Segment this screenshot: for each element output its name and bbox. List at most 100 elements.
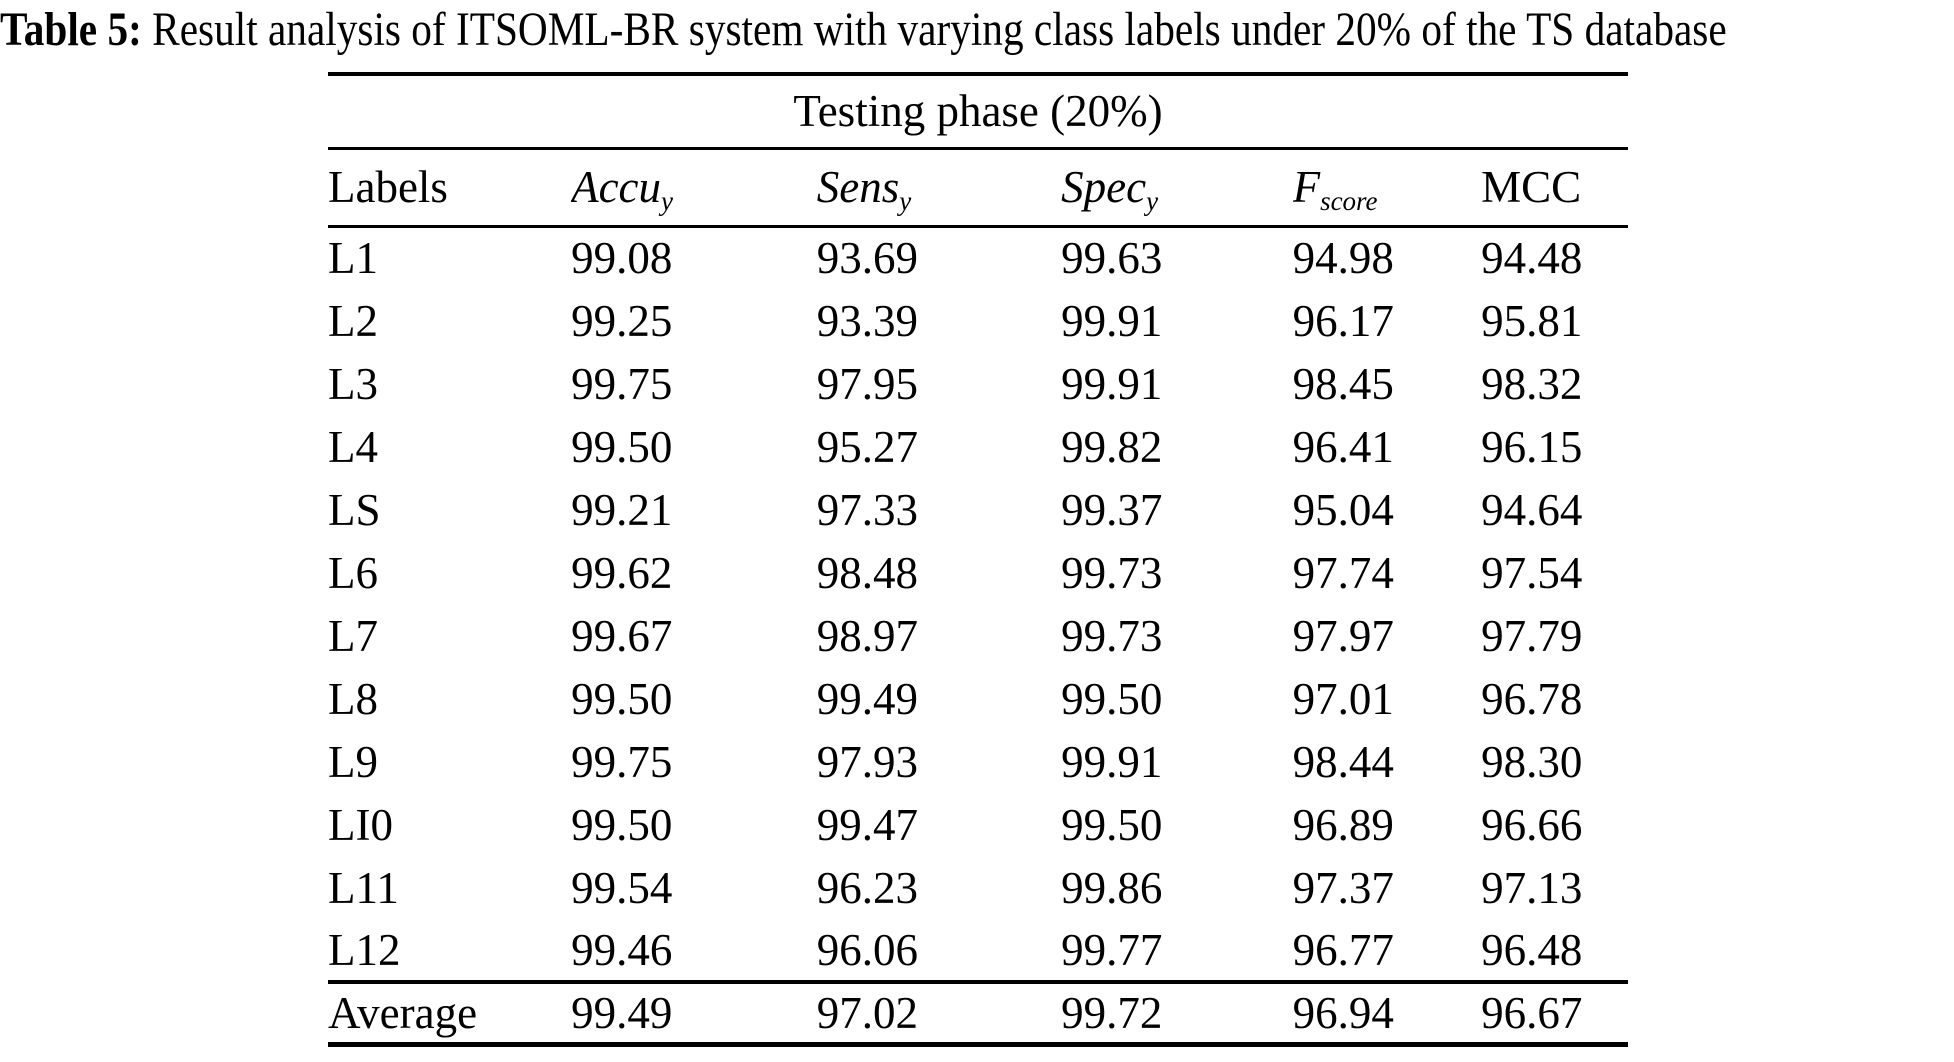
average-row: Average 99.49 97.02 99.72 96.94 96.67 (328, 982, 1628, 1044)
metric-value: 99.91 (1061, 295, 1163, 346)
metric-value: 96.66 (1481, 799, 1583, 850)
average-value: 99.72 (1061, 987, 1163, 1038)
row-label: L9 (328, 736, 378, 787)
row-label: LS (328, 484, 381, 535)
metric-value: 99.49 (816, 673, 919, 724)
metric-value: 97.37 (1292, 862, 1394, 913)
metric-value: 99.50 (571, 421, 673, 472)
column-header-specificity: Specy (1061, 162, 1159, 216)
spanner-row: Testing phase (20%) (328, 74, 1628, 148)
table-row: L2 99.25 93.39 99.91 96.17 95.81 (328, 289, 1628, 352)
metric-value: 99.50 (1061, 799, 1163, 850)
table-row: L7 99.67 98.97 99.73 97.97 97.79 (328, 604, 1628, 667)
column-header-row: Labels Accuy Sensy Specy Fscore MCC (328, 148, 1628, 226)
row-label: L7 (328, 610, 378, 661)
metric-value: 95.27 (816, 421, 919, 472)
metric-value: 99.50 (571, 799, 673, 850)
metric-value: 99.63 (1061, 233, 1163, 284)
metric-value: 99.25 (571, 295, 673, 346)
table-row: L3 99.75 97.95 99.91 98.45 98.32 (328, 352, 1628, 415)
metric-value: 96.77 (1292, 924, 1394, 975)
results-table: Testing phase (20%) Labels Accuy Sensy S… (328, 72, 1628, 1047)
average-value: 96.67 (1481, 987, 1583, 1038)
metric-value: 98.48 (816, 547, 919, 598)
table-row: L9 99.75 97.93 99.91 98.44 98.30 (328, 730, 1628, 793)
metric-value: 94.48 (1481, 233, 1583, 284)
metric-value: 99.75 (571, 736, 673, 787)
table-row: L4 99.50 95.27 99.82 96.41 96.15 (328, 415, 1628, 478)
metric-value: 95.81 (1481, 295, 1583, 346)
metric-value: 99.75 (571, 358, 673, 409)
metric-value: 99.21 (571, 484, 673, 535)
column-header-mcc: MCC (1481, 162, 1582, 212)
column-header-labels: Labels (328, 162, 448, 212)
metric-value: 96.17 (1292, 295, 1394, 346)
metric-value: 94.64 (1481, 484, 1583, 535)
row-label: L6 (328, 547, 378, 598)
metric-value: 96.41 (1292, 421, 1394, 472)
metric-value: 98.45 (1292, 358, 1394, 409)
metric-value: 96.23 (816, 862, 919, 913)
row-label: L3 (328, 358, 378, 409)
row-label: L1 (328, 233, 378, 284)
metric-value: 98.32 (1481, 358, 1583, 409)
metric-value: 99.37 (1061, 484, 1163, 535)
metric-value: 97.79 (1481, 610, 1583, 661)
column-header-sensitivity: Sensy (816, 162, 912, 216)
average-value: 97.02 (816, 987, 919, 1038)
table-caption-text: Result analysis of ITSOML-BR system with… (141, 3, 1727, 56)
metric-value: 96.48 (1481, 924, 1583, 975)
metric-value: 98.44 (1292, 736, 1394, 787)
metric-value: 97.13 (1481, 862, 1583, 913)
metric-value: 97.74 (1292, 547, 1394, 598)
table-caption: Table 5: Result analysis of ITSOML-BR sy… (0, 2, 1727, 57)
metric-value: 99.67 (571, 610, 673, 661)
table-row: L1 99.08 93.69 99.63 94.98 94.48 (328, 226, 1628, 289)
row-label: L12 (328, 924, 401, 975)
metric-value: 94.98 (1292, 233, 1394, 284)
metric-value: 99.50 (571, 673, 673, 724)
metric-value: 97.33 (816, 484, 919, 535)
metric-value: 97.97 (1292, 610, 1394, 661)
table-caption-number: Table 5: (0, 3, 142, 56)
metric-value: 97.95 (816, 358, 919, 409)
metric-value: 99.47 (816, 799, 919, 850)
metric-value: 96.89 (1292, 799, 1394, 850)
metric-value: 99.86 (1061, 862, 1163, 913)
table-row: LS 99.21 97.33 99.37 95.04 94.64 (328, 478, 1628, 541)
row-label: L11 (328, 862, 399, 913)
metric-value: 99.73 (1061, 547, 1163, 598)
metric-value: 97.93 (816, 736, 919, 787)
column-header-accuracy: Accuy (571, 162, 674, 216)
metric-value: 99.62 (571, 547, 673, 598)
average-value: 96.94 (1292, 987, 1394, 1038)
metric-value: 96.15 (1481, 421, 1583, 472)
average-value: 99.49 (571, 987, 673, 1038)
metric-value: 98.97 (816, 610, 919, 661)
metric-value: 99.54 (571, 862, 673, 913)
row-label: L4 (328, 421, 378, 472)
metric-value: 99.73 (1061, 610, 1163, 661)
metric-value: 95.04 (1292, 484, 1394, 535)
spanner-header: Testing phase (20%) (793, 86, 1163, 137)
metric-value: 99.50 (1061, 673, 1163, 724)
metric-value: 99.91 (1061, 736, 1163, 787)
table-row: L8 99.50 99.49 99.50 97.01 96.78 (328, 667, 1628, 730)
metric-value: 93.69 (816, 233, 919, 284)
results-table-container: Testing phase (20%) Labels Accuy Sensy S… (328, 72, 1628, 1047)
metric-value: 93.39 (816, 295, 919, 346)
metric-value: 97.01 (1292, 673, 1394, 724)
metric-value: 99.08 (571, 233, 673, 284)
metric-value: 96.78 (1481, 673, 1583, 724)
metric-value: 96.06 (816, 924, 919, 975)
metric-value: 98.30 (1481, 736, 1583, 787)
table-row: L6 99.62 98.48 99.73 97.74 97.54 (328, 541, 1628, 604)
average-label: Average (328, 987, 478, 1038)
metric-value: 97.54 (1481, 547, 1583, 598)
row-label: LI0 (328, 799, 393, 850)
table-row: L11 99.54 96.23 99.86 97.37 97.13 (328, 856, 1628, 919)
metric-value: 99.91 (1061, 358, 1163, 409)
metric-value: 99.82 (1061, 421, 1163, 472)
column-header-fscore: Fscore (1292, 162, 1378, 216)
